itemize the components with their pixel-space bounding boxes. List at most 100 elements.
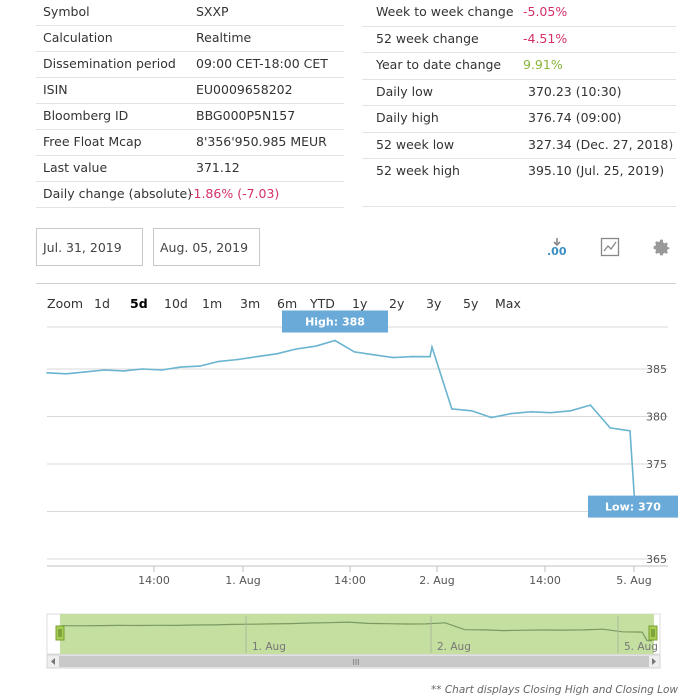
x-tick-label: 5. Aug: [616, 574, 651, 587]
stat-row-label: Week to week change: [376, 4, 514, 19]
zoom-option-max[interactable]: Max: [495, 296, 521, 311]
row-divider: [362, 78, 676, 80]
row-divider: [36, 25, 344, 26]
row-divider: [362, 105, 676, 106]
info-row-value: SXXP: [196, 4, 229, 19]
info-row-value: 8'356'950.985 MEUR: [196, 134, 327, 149]
navigator-left-handle[interactable]: [55, 625, 65, 641]
x-tick-label: 14:00: [334, 574, 366, 587]
series-points: [46, 339, 641, 511]
row-divider: [36, 155, 344, 156]
stat-row-label: 52 week change: [376, 30, 479, 46]
zoom-option-5d[interactable]: 5d: [130, 296, 148, 311]
data-point: [490, 416, 493, 419]
data-point: [510, 412, 512, 415]
zoom-option-6m[interactable]: 6m: [277, 296, 298, 311]
data-point: [46, 372, 48, 374]
data-point: [141, 368, 144, 370]
stat-row-value: 327.34 (Dec. 27, 2018): [528, 136, 674, 152]
data-point: [392, 356, 395, 359]
row-divider: [36, 181, 344, 182]
data-point: [295, 348, 298, 350]
stat-row-value: -5.05%: [523, 4, 568, 19]
row-divider: [36, 103, 344, 104]
data-point: [431, 346, 433, 348]
stat-row-label: 52 week high: [376, 163, 460, 178]
info-row-value: 09:00 CET-18:00 CET: [196, 56, 328, 71]
stat-row-value: 370.23 (10:30): [528, 83, 622, 99]
data-point: [550, 411, 552, 414]
data-point: [470, 410, 473, 412]
data-point: [122, 370, 125, 372]
info-row-label: Free Float Mcap: [43, 134, 142, 149]
navigator-selection[interactable]: [60, 614, 654, 654]
stat-row-label: 52 week low: [376, 136, 455, 152]
info-row-value: 371.12: [196, 160, 240, 175]
navigator-labels: 1. Aug 2. Aug 5. Aug: [245, 616, 658, 653]
zoom-option-ytd[interactable]: YTD: [310, 296, 335, 311]
x-tick-label: 14:00: [529, 574, 561, 587]
row-divider: [362, 158, 676, 159]
info-row-label: Last value: [43, 160, 108, 175]
zoom-option-1y[interactable]: 1y: [352, 296, 368, 311]
decimals-label: .00: [547, 245, 567, 258]
data-point: [451, 408, 453, 410]
navigator-label: 1. Aug: [252, 641, 286, 653]
data-point: [199, 365, 201, 367]
navigator-right-handle[interactable]: [648, 625, 658, 641]
zoom-option-10d[interactable]: 10d: [164, 296, 188, 311]
date-to-input[interactable]: Aug. 05, 2019: [153, 228, 260, 266]
chart-type-icon[interactable]: [600, 237, 620, 261]
data-point: [256, 355, 259, 358]
zoom-option-3m[interactable]: 3m: [240, 296, 261, 311]
info-row-value: -1.86% (-7.03): [189, 186, 280, 201]
data-point: [589, 404, 592, 406]
data-point: [237, 358, 239, 361]
y-tick-label: 385: [646, 363, 667, 376]
stat-row-value: 9.91%: [523, 57, 563, 72]
info-row-label: Bloomberg ID: [43, 108, 129, 123]
data-point: [218, 360, 220, 363]
info-row-label: Daily change (absolute): [43, 186, 193, 201]
data-point: [373, 354, 375, 356]
zoom-option-1d[interactable]: 1d: [94, 296, 110, 311]
stat-row-value: 376.74 (09:00): [528, 110, 622, 125]
info-row-label: ISIN: [43, 82, 68, 97]
info-row-label: Calculation: [43, 30, 113, 45]
stat-row-value: -4.51%: [523, 30, 568, 46]
zoom-option-2y[interactable]: 2y: [389, 296, 405, 311]
data-point: [276, 353, 278, 355]
data-point: [411, 355, 414, 358]
high-flag-label: High: 388: [305, 316, 365, 329]
data-point: [334, 339, 336, 342]
data-point: [179, 366, 182, 368]
table-divider: [362, 206, 676, 207]
navigator-label: 2. Aug: [437, 641, 471, 653]
y-tick-label: 380: [646, 411, 667, 424]
date-from-input[interactable]: Jul. 31, 2019: [36, 228, 143, 266]
info-row-value: Realtime: [196, 30, 252, 45]
stat-row-label: Daily low: [376, 83, 433, 99]
chart-top-divider: [36, 283, 676, 284]
data-point: [65, 373, 67, 375]
scrollbar-thumb[interactable]: [59, 656, 649, 667]
zoom-option-5y[interactable]: 5y: [463, 296, 479, 311]
scroll-left-arrow-icon[interactable]: [51, 658, 55, 665]
decimals-icon[interactable]: .00: [544, 236, 570, 260]
data-point: [314, 345, 317, 348]
row-divider: [362, 131, 676, 133]
gear-icon[interactable]: [651, 237, 672, 262]
zoom-option-3y[interactable]: 3y: [426, 296, 442, 311]
data-point: [569, 410, 572, 412]
x-tick-label: 1. Aug: [225, 574, 260, 587]
zoom-option-1m[interactable]: 1m: [202, 296, 223, 311]
high-low-flags: High: 388 Low: 370: [282, 310, 678, 518]
navigator-series-line: [61, 621, 653, 642]
data-point: [629, 430, 631, 432]
x-axis-ticks: 14:00 1. Aug 14:00 2. Aug 14:00 5. Aug: [138, 566, 652, 587]
scroll-right-arrow-icon[interactable]: [652, 658, 656, 665]
row-divider: [36, 51, 344, 52]
scrollbar-grip: III: [352, 658, 359, 667]
row-divider: [362, 25, 676, 27]
